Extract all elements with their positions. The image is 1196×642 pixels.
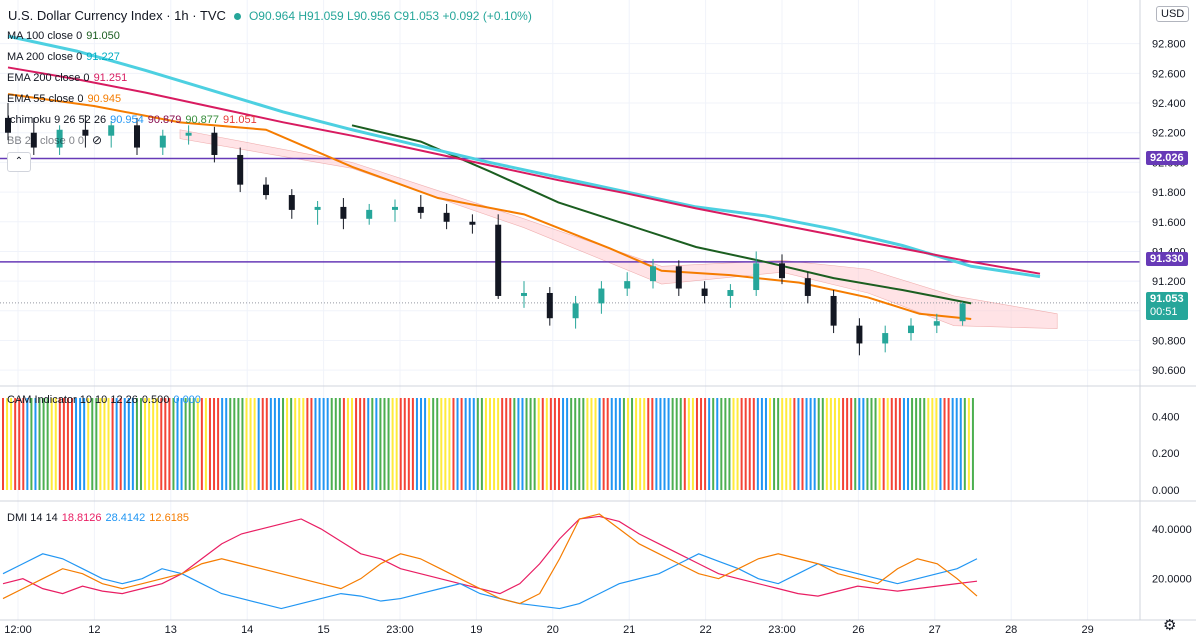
candle-body bbox=[572, 303, 579, 319]
candle-body bbox=[727, 290, 734, 296]
series-ema-200-close-0 bbox=[7, 66, 1041, 275]
x-tick-label: 19 bbox=[470, 624, 482, 636]
y-tick-label: 91.600 bbox=[1152, 217, 1186, 229]
dmi-series--di bbox=[2, 515, 978, 597]
legend-ema55[interactable]: EMA 55 close 0 90.945 bbox=[7, 93, 122, 105]
candle-body bbox=[933, 321, 940, 326]
candle-body bbox=[340, 206, 347, 219]
x-tick-label: 12:00 bbox=[4, 624, 32, 636]
legend-ma200[interactable]: MA 200 close 0 91.227 bbox=[7, 51, 120, 63]
price-tag-92026: 92.026 bbox=[1146, 151, 1188, 165]
x-tick-label: 26 bbox=[852, 624, 864, 636]
x-tick-label: 15 bbox=[317, 624, 329, 636]
candle-body bbox=[624, 281, 631, 289]
legend-bb[interactable]: BB 20 close 0 0 bbox=[7, 135, 85, 147]
candle-body bbox=[159, 135, 166, 148]
price-tag-91330: 91.330 bbox=[1146, 252, 1188, 266]
ichimoku-cloud bbox=[179, 129, 1058, 329]
candle-body bbox=[134, 125, 140, 148]
dmi-pane bbox=[2, 513, 978, 610]
candle-body bbox=[5, 117, 11, 133]
ohlc-readout: O90.964 H91.059 L90.956 C91.053 +0.092 (… bbox=[248, 9, 532, 23]
legend-ichimoku[interactable]: Ichimoku 9 26 52 26 90.954 90.879 90.877 91.… bbox=[7, 114, 257, 126]
y-tick-label: 91.800 bbox=[1152, 187, 1186, 199]
candle-body bbox=[495, 224, 502, 296]
cam-y-tick-label: 0.400 bbox=[1152, 411, 1180, 423]
x-tick-label: 29 bbox=[1081, 624, 1093, 636]
y-tick-label: 92.200 bbox=[1152, 128, 1186, 140]
candle-body bbox=[56, 129, 63, 148]
x-tick-label: 28 bbox=[1005, 624, 1017, 636]
candle-body bbox=[830, 295, 837, 326]
candle-body bbox=[882, 333, 889, 344]
dmi-series-adx bbox=[2, 513, 978, 605]
candle-body bbox=[675, 266, 682, 289]
candle-body bbox=[469, 221, 476, 225]
series-ma-200-close-0 bbox=[7, 34, 1041, 279]
candle-body bbox=[804, 278, 811, 296]
cam-y-tick-label: 0.200 bbox=[1152, 448, 1180, 460]
candle-body bbox=[753, 263, 760, 291]
y-tick-label: 92.600 bbox=[1152, 68, 1186, 80]
candle-body bbox=[392, 206, 398, 210]
candle-body bbox=[546, 292, 553, 319]
chart-header: U.S. Dollar Currency Index · 1h · TVC O90… bbox=[8, 8, 532, 23]
candle-body bbox=[417, 206, 424, 213]
candle-body bbox=[211, 132, 218, 155]
x-tick-label: 14 bbox=[241, 624, 253, 636]
x-tick-label: 27 bbox=[929, 624, 941, 636]
cam-legend[interactable]: CAM Indicator 10 10 12 26 0.500 0.000 bbox=[7, 394, 201, 406]
y-tick-label: 90.600 bbox=[1152, 365, 1186, 377]
y-tick-label: 90.800 bbox=[1152, 335, 1186, 347]
x-tick-label: 13 bbox=[165, 624, 177, 636]
collapse-legend-icon[interactable]: ⌃ bbox=[7, 152, 31, 172]
candle-body bbox=[314, 206, 321, 210]
candle-body bbox=[82, 129, 89, 136]
candle-body bbox=[366, 209, 373, 219]
candle-body bbox=[185, 132, 192, 136]
legend-ma100[interactable]: MA 100 close 0 91.050 bbox=[7, 30, 120, 42]
x-tick-label: 12 bbox=[88, 624, 100, 636]
x-tick-label: 22 bbox=[699, 624, 711, 636]
hide-eye-icon[interactable]: ⊘ bbox=[92, 133, 103, 147]
settings-gear-icon[interactable]: ⚙ bbox=[1163, 617, 1177, 634]
legend-ema200[interactable]: EMA 200 close 0 91.251 bbox=[7, 72, 128, 84]
dmi-y-tick-label: 20.0000 bbox=[1152, 574, 1192, 586]
x-tick-label: 23:00 bbox=[768, 624, 796, 636]
x-tick-label: 20 bbox=[547, 624, 559, 636]
candle-body bbox=[959, 303, 966, 322]
series-ema-55-close-0 bbox=[7, 93, 972, 320]
dmi-y-tick-label: 40.0000 bbox=[1152, 524, 1192, 536]
x-tick-label: 21 bbox=[623, 624, 635, 636]
dmi-legend[interactable]: DMI 14 14 18.8126 28.4142 12.6185 bbox=[7, 512, 190, 524]
candle-body bbox=[650, 266, 656, 282]
series-ma-100-close-0 bbox=[351, 124, 972, 305]
candle-body bbox=[263, 184, 269, 196]
currency-button[interactable]: USD bbox=[1156, 6, 1190, 22]
cam-y-tick-label: 0.000 bbox=[1152, 485, 1180, 497]
dmi-series--di bbox=[2, 553, 978, 610]
candle-body bbox=[598, 288, 605, 304]
main-pane bbox=[0, 34, 1140, 356]
candle-body bbox=[108, 125, 115, 136]
candle-body bbox=[779, 263, 785, 279]
symbol-title[interactable]: U.S. Dollar Currency Index · 1h · TVC bbox=[8, 8, 226, 23]
candle-body bbox=[856, 325, 863, 344]
candle-body bbox=[701, 288, 708, 296]
market-status-icon bbox=[233, 12, 241, 20]
last-price-tag: 91.053 00:51 bbox=[1146, 292, 1188, 320]
candle-body bbox=[908, 325, 914, 334]
candle-body bbox=[443, 212, 450, 222]
candle-body bbox=[237, 154, 244, 185]
candle-body bbox=[288, 195, 295, 210]
candle-body bbox=[521, 292, 527, 296]
candle-body bbox=[30, 132, 37, 148]
x-tick-label: 23:00 bbox=[386, 624, 414, 636]
y-tick-label: 92.400 bbox=[1152, 98, 1186, 110]
y-tick-label: 92.800 bbox=[1152, 39, 1186, 51]
y-tick-label: 91.200 bbox=[1152, 276, 1186, 288]
cam-pane bbox=[2, 398, 974, 490]
